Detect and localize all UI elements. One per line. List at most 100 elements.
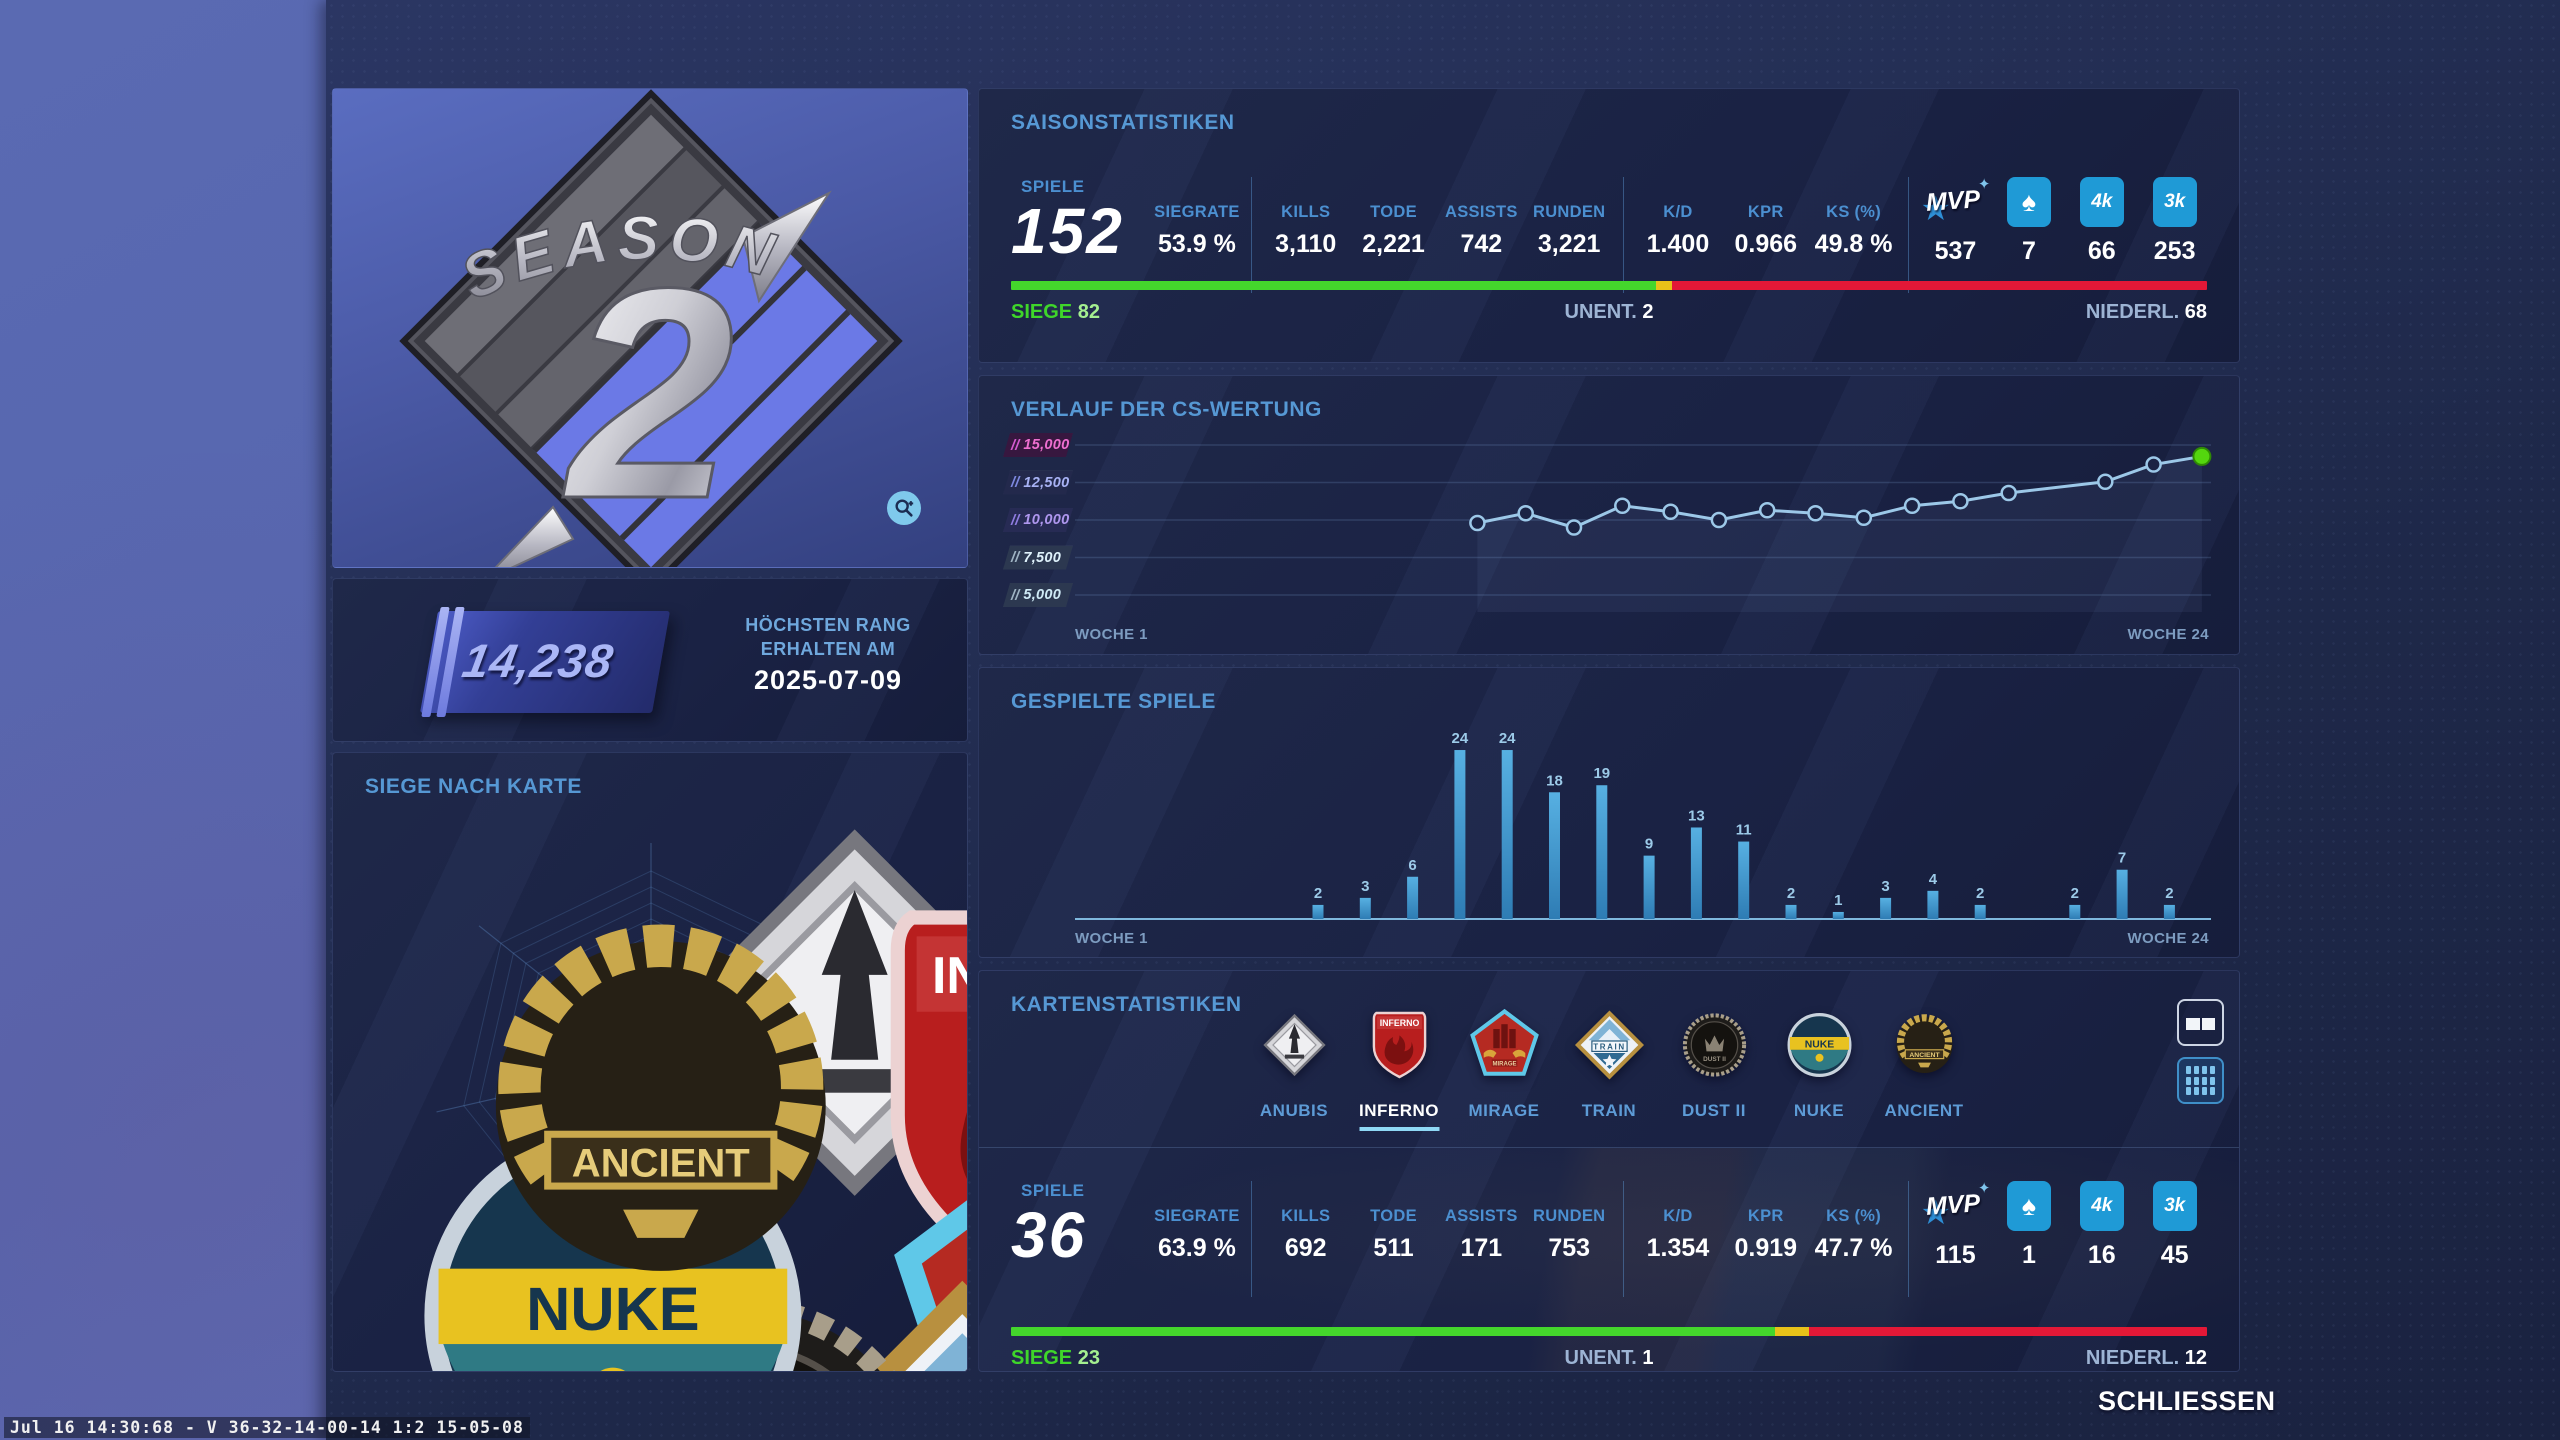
svg-text:4: 4 xyxy=(1929,871,1938,888)
divider xyxy=(1623,177,1625,293)
svg-text:18: 18 xyxy=(1546,772,1563,789)
map-badge-nuke-icon: NUKE xyxy=(1787,1013,1851,1077)
radar-map-icon-train: TRAIN xyxy=(759,1280,967,1371)
svg-text:TRAIN: TRAIN xyxy=(1593,1042,1625,1051)
svg-text:19: 19 xyxy=(1593,765,1610,782)
divider xyxy=(1250,177,1252,293)
card-view-icon[interactable] xyxy=(2177,999,2224,1046)
rating-history-panel: VERLAUF DER CS-WERTUNG // 15,000 // 12,5… xyxy=(978,375,2240,655)
svg-text:2: 2 xyxy=(1976,885,1984,902)
map-stat-siegrate: SIEGRATE 63.9 % xyxy=(1154,1207,1240,1262)
rating-value: 14,238 xyxy=(458,634,618,687)
badge-zoom-button[interactable] xyxy=(887,491,921,525)
badge-numeral: 2 xyxy=(563,225,735,561)
svg-text:3: 3 xyxy=(1361,878,1369,895)
map-tab-ancient[interactable]: ANCIENT ANCIENT xyxy=(1872,1005,1977,1131)
debug-watermark: Jul 16 14:30:68 - V 36-32-14-00-14 1:2 1… xyxy=(4,1417,530,1438)
map-badge-dust2-icon: DUST II xyxy=(1682,1013,1746,1077)
rating-plaque: 14,238 xyxy=(420,607,670,717)
season-medal-3k: 3k 253 xyxy=(2138,177,2211,266)
table-view-icon[interactable] xyxy=(2177,1057,2224,1104)
map-wins-bar xyxy=(1011,1327,1776,1336)
rating-line-chart xyxy=(1075,444,2212,612)
map-tab-nuke[interactable]: NUKE NUKE xyxy=(1767,1005,1872,1131)
map-tab-label: DUST II xyxy=(1682,1101,1746,1120)
svg-text:11: 11 xyxy=(1736,822,1752,839)
season-losses-label: NIEDERL. 68 xyxy=(2085,301,2208,323)
map-statistics-panel: KARTENSTATISTIKEN ANUBIS INFERNO INFERNO… xyxy=(978,970,2240,1372)
season-medal-mvp: ★ ✦ MVP 537 xyxy=(1920,176,1991,265)
map-badge-mirage-icon: MIRAGE xyxy=(1469,1008,1539,1076)
line-x-label-left: WOCHE 1 xyxy=(1075,626,1148,643)
map-badge-ancient-icon: ANCIENT xyxy=(1896,1014,1952,1073)
svg-text:13: 13 xyxy=(1688,807,1705,824)
season-2-badge: 2 SEASON xyxy=(399,89,903,567)
radar-map-icon-ancient: ANCIENT xyxy=(495,924,826,1271)
map-tab-label: NUKE xyxy=(1793,1101,1845,1120)
games-played-panel: GESPIELTE SPIELE 2 3 6 24 24 18 19 9 13 11 2 1 3 4 2 2 7… xyxy=(978,667,2240,958)
spade-icon: ♠ xyxy=(2006,1181,2051,1231)
map-badge-inferno-icon: INFERNO xyxy=(890,910,968,1252)
mvp-star-icon: ★ ✦ MVP xyxy=(1920,1180,1991,1232)
svg-text:INFERNO: INFERNO xyxy=(932,946,968,1004)
map-badge-anubis-icon xyxy=(1262,1013,1326,1077)
svg-text:2: 2 xyxy=(1787,885,1795,902)
svg-text:3: 3 xyxy=(1881,878,1889,895)
map-tab-train[interactable]: TRAIN TRAIN xyxy=(1557,1005,1662,1131)
map-wins-label: SIEGE 23 xyxy=(1011,1347,1100,1369)
wins-by-map-panel: SIEGE NACH KARTE INFERNO MIRAGE TRAIN DU… xyxy=(332,752,968,1372)
season-medal-ace: ♠ 7 xyxy=(1992,177,2065,266)
season-medal-4k: 4k 66 xyxy=(2065,177,2138,266)
map-draws-label: UNENT. 1 xyxy=(1564,1347,1654,1369)
rating-caption-line2: ERHALTEN AM xyxy=(760,639,896,659)
y-axis-rank-badge: // 12,500 xyxy=(1003,470,1073,495)
map-tab-inferno[interactable]: INFERNO INFERNO xyxy=(1347,1005,1452,1131)
season-stat-kpr: KPR 0.966 xyxy=(1734,203,1798,258)
map-tab-label: INFERNO xyxy=(1359,1101,1439,1131)
map-tab-dust2[interactable]: DUST II DUST II xyxy=(1662,1005,1767,1131)
svg-text:MIRAGE: MIRAGE xyxy=(1492,1061,1516,1067)
map-badge-ancient-icon: ANCIENT xyxy=(495,924,826,1271)
y-axis-rank-badge: // 7,500 xyxy=(1003,545,1073,570)
map-badge-inferno-icon: INFERNO xyxy=(1372,1011,1426,1079)
radar-panel-title: SIEGE NACH KARTE xyxy=(365,775,582,798)
svg-text:INFERNO: INFERNO xyxy=(1379,1018,1419,1028)
map-tab-label: ANCIENT xyxy=(1884,1101,1964,1120)
map-tab-label: ANUBIS xyxy=(1259,1101,1329,1120)
divider xyxy=(1623,1181,1625,1297)
svg-text:ANCIENT: ANCIENT xyxy=(1909,1052,1940,1059)
games-chart-title: GESPIELTE SPIELE xyxy=(1011,690,1216,713)
season-wins-bar xyxy=(1011,281,1656,290)
3k-tile-icon: 3k xyxy=(2152,1181,2197,1231)
map-badge-train-icon: TRAIN xyxy=(1574,1010,1644,1080)
svg-text:24: 24 xyxy=(1452,730,1469,747)
map-stat-tode: TODE 511 xyxy=(1370,1207,1417,1262)
4k-tile-icon: 4k xyxy=(2079,177,2124,227)
season-stat-ks: KS (%) 49.8 % xyxy=(1814,203,1893,258)
divider xyxy=(1907,1181,1909,1297)
rating-chart-title: VERLAUF DER CS-WERTUNG xyxy=(1011,398,1322,421)
map-stat-kpr: KPR 0.919 xyxy=(1734,1207,1798,1262)
svg-text:6: 6 xyxy=(1408,857,1416,874)
3k-tile-icon: 3k xyxy=(2152,177,2197,227)
map-stat-assists: ASSISTS 171 xyxy=(1445,1207,1518,1262)
season-wins-label: SIEGE 82 xyxy=(1011,301,1100,323)
line-x-label-right: WOCHE 24 xyxy=(2127,626,2209,643)
map-medal-ace: ♠ 1 xyxy=(1992,1181,2065,1270)
map-result-bar xyxy=(1011,1327,2207,1336)
divider xyxy=(979,1147,2239,1148)
svg-text:24: 24 xyxy=(1499,730,1516,747)
map-losses-bar xyxy=(1808,1327,2207,1336)
map-tab-mirage[interactable]: MIRAGE MIRAGE xyxy=(1452,1005,1557,1131)
svg-text:9: 9 xyxy=(1645,836,1653,853)
map-tab-anubis[interactable]: ANUBIS xyxy=(1242,1005,1347,1131)
map-stat-runden: RUNDEN 753 xyxy=(1532,1207,1606,1262)
season-draws-bar xyxy=(1655,281,1673,290)
map-losses-label: NIEDERL. 12 xyxy=(2085,1347,2208,1369)
close-button[interactable]: SCHLIESSEN xyxy=(2098,1386,2276,1416)
divider xyxy=(1907,177,1909,293)
rating-caption-line1: HÖCHSTEN RANG xyxy=(745,615,911,635)
maps-panel-title: KARTENSTATISTIKEN xyxy=(1011,993,1242,1016)
